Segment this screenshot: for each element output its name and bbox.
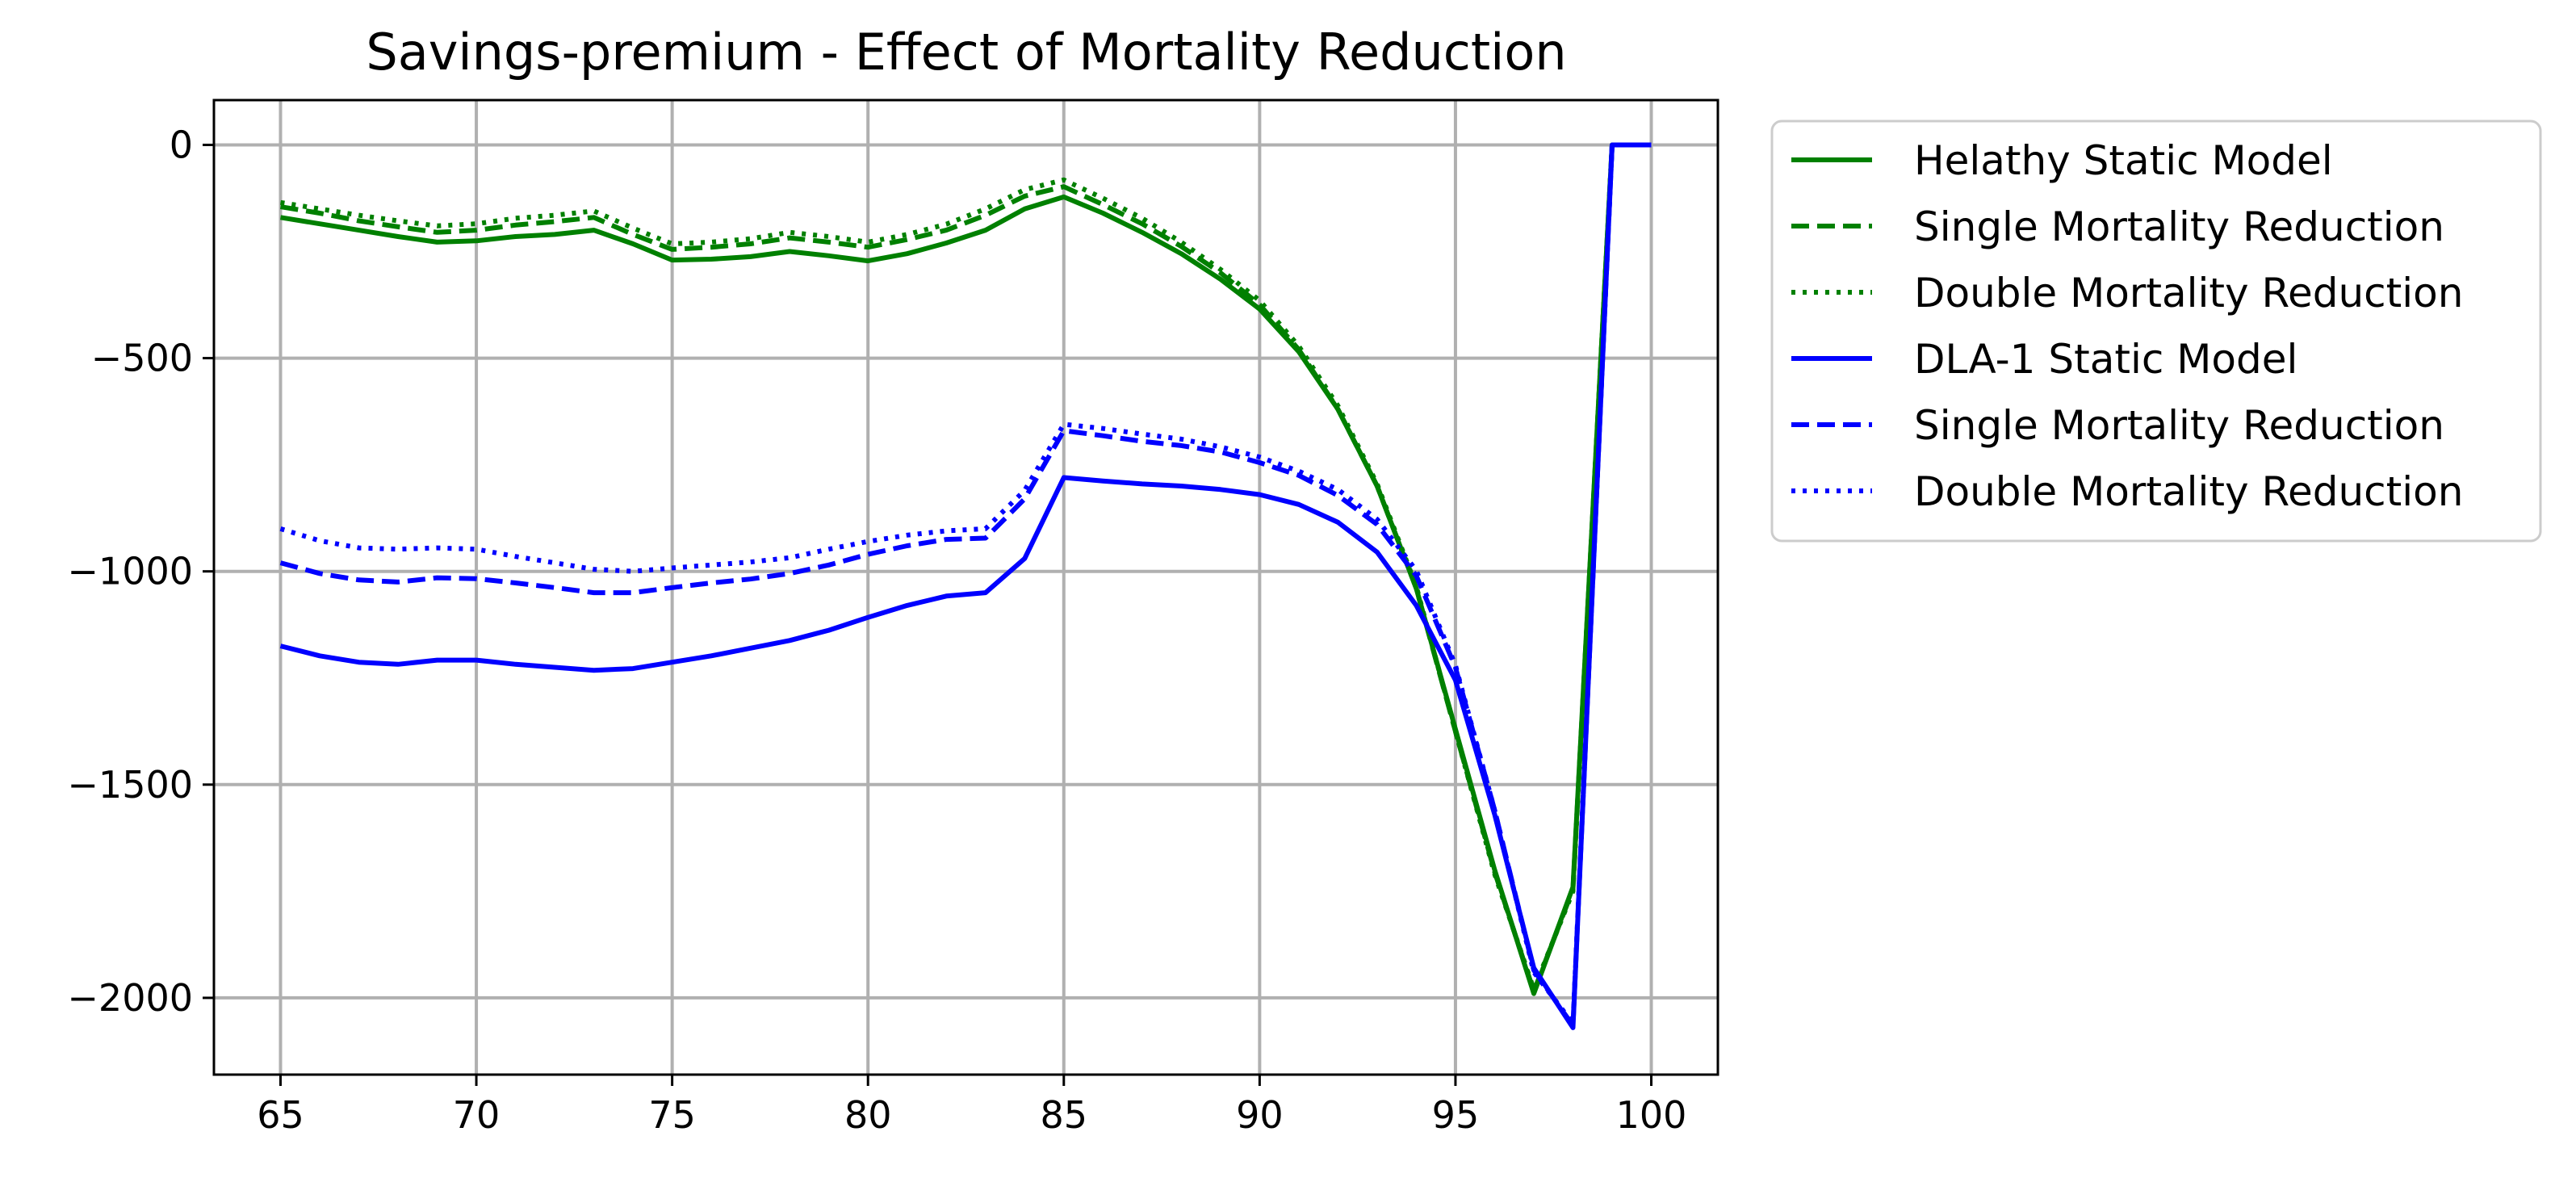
y-tick-label: −2000	[67, 976, 193, 1020]
x-tick-label: 90	[1236, 1093, 1284, 1137]
legend-label: DLA-1 Static Model	[1914, 336, 2297, 383]
legend-label: Double Mortality Reduction	[1914, 270, 2463, 316]
y-tick-label: 0	[170, 123, 193, 166]
legend-label: Single Mortality Reduction	[1914, 402, 2444, 449]
legend-label: Helathy Static Model	[1914, 137, 2333, 184]
plot-frame	[212, 98, 1719, 1076]
chart-title: Savings-premium - Effect of Mortality Re…	[366, 23, 1566, 82]
y-tick-label: −1000	[67, 550, 193, 593]
series-line-2	[280, 142, 1652, 994]
x-tick-label: 65	[257, 1093, 304, 1137]
series-line-1	[280, 142, 1652, 996]
x-tick-label: 75	[648, 1093, 696, 1137]
series-line-3	[280, 142, 1652, 992]
x-tick-label: 80	[844, 1093, 892, 1137]
legend: Helathy Static Model Single Mortality Red…	[1770, 119, 2542, 543]
grid	[214, 100, 1718, 1075]
legend-label: Double Mortality Reduction	[1914, 468, 2463, 515]
legend-label: Single Mortality Reduction	[1914, 203, 2444, 250]
series-line-6	[279, 142, 1652, 1026]
y-tick-label: −1500	[67, 763, 193, 807]
x-tick-label: 95	[1432, 1093, 1480, 1137]
series-line-4	[279, 142, 1652, 1030]
axis-ticks: 65 70 75 80 85 90 95 100 0 −500 −1000 −1500 −2000	[67, 123, 1686, 1137]
x-tick-label: 85	[1041, 1093, 1088, 1137]
legend-box	[1770, 119, 2542, 543]
x-tick-label: 70	[453, 1093, 501, 1137]
series-line-5	[279, 142, 1652, 1029]
series-lines	[279, 142, 1652, 1030]
x-tick-label: 100	[1616, 1093, 1687, 1137]
y-tick-label: −500	[91, 337, 193, 380]
